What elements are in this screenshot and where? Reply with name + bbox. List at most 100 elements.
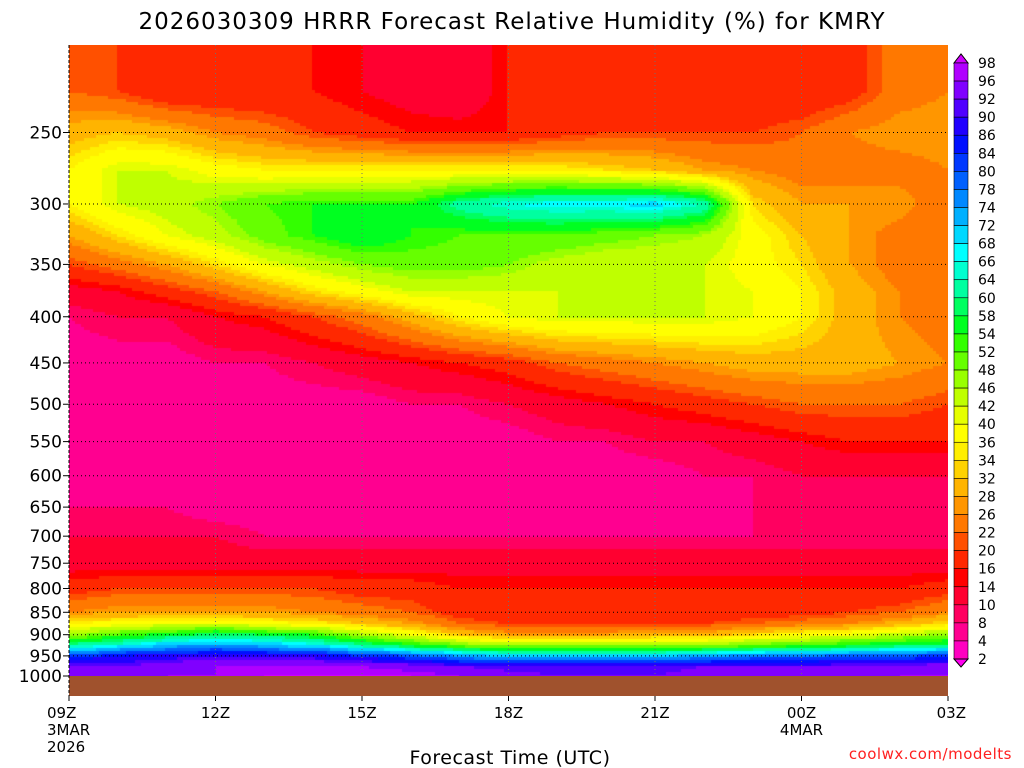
colorbar-swatch xyxy=(953,369,969,389)
colorbar-tick-label: 14 xyxy=(978,580,996,596)
y-tick-label: 500 xyxy=(30,395,62,415)
y-tick-label: 350 xyxy=(30,255,62,275)
colorbar-tick-label: 74 xyxy=(978,200,996,216)
colorbar-swatch xyxy=(953,207,969,226)
colorbar-min-arrow xyxy=(952,658,970,668)
y-tick-label: 400 xyxy=(30,308,62,328)
colorbar-swatch xyxy=(953,423,969,443)
colorbar-tick-label: 28 xyxy=(978,489,996,505)
x-tick-label: 21Z xyxy=(640,704,669,722)
colorbar-tick-label: 72 xyxy=(978,219,996,235)
colorbar-tick-label: 84 xyxy=(978,146,996,162)
y-tick-label: 800 xyxy=(30,580,62,600)
y-tick-label: 750 xyxy=(30,554,62,574)
y-tick-label: 650 xyxy=(30,498,62,518)
colorbar-swatch xyxy=(953,441,969,461)
colorbar-tick-label: 4 xyxy=(978,634,987,650)
colorbar-tick-label: 22 xyxy=(978,526,996,542)
x-tick-label: 03Z xyxy=(937,704,966,722)
colorbar-swatch xyxy=(953,62,969,82)
colorbar-tick-label: 92 xyxy=(978,92,996,108)
y-axis-ticks: 250 300 350 400 450 500 550 600 650 700 750 800 850 9… xyxy=(19,123,69,687)
colorbar-swatch xyxy=(953,261,969,281)
colorbar-tick-label: 58 xyxy=(978,309,996,325)
colorbar-swatch xyxy=(953,279,969,299)
credit-label[interactable]: coolwx.com/modelts xyxy=(849,745,1012,763)
x-tick-label: 09Z xyxy=(47,704,76,722)
colorbar-swatch xyxy=(953,315,969,335)
y-tick-label: 550 xyxy=(30,433,62,453)
colorbar-swatch xyxy=(953,243,969,262)
y-tick-label: 850 xyxy=(30,603,62,623)
ground-surface xyxy=(69,676,948,696)
y-tick-label: 1000 xyxy=(19,667,62,687)
colorbar-tick-label: 60 xyxy=(978,291,996,307)
colorbar-swatch xyxy=(953,568,969,588)
colorbar-tick-label: 34 xyxy=(978,453,996,469)
colorbar-tick-label: 96 xyxy=(978,74,996,90)
colorbar-swatch xyxy=(953,171,969,190)
colorbar-swatch xyxy=(953,586,969,606)
x-tick-label: 2026 xyxy=(47,738,85,756)
x-tick-label: 3MAR xyxy=(47,721,90,739)
y-tick-label: 300 xyxy=(30,195,62,215)
x-tick-label: 00Z xyxy=(787,704,816,722)
chart-title: 2026030309 HRRR Forecast Relative Humidi… xyxy=(138,9,885,35)
x-tick-label: 15Z xyxy=(347,704,376,722)
colorbar-swatch xyxy=(953,189,969,208)
colorbar-tick-label: 20 xyxy=(978,544,996,560)
x-axis-label: Forecast Time (UTC) xyxy=(410,747,611,768)
rh-heatmap xyxy=(69,45,948,676)
y-tick-label: 950 xyxy=(30,647,62,667)
x-tick-label: 12Z xyxy=(201,704,230,722)
colorbar-tick-label: 90 xyxy=(978,110,996,126)
y-tick-label: 600 xyxy=(30,467,62,487)
colorbar-tick-label: 26 xyxy=(978,508,996,524)
colorbar-tick-label: 42 xyxy=(978,399,996,415)
colorbar-swatch xyxy=(953,333,969,353)
colorbar-swatch xyxy=(953,604,969,624)
colorbar-swatch xyxy=(953,116,969,136)
colorbar-tick-label: 46 xyxy=(978,381,996,397)
colorbar-tick-label: 54 xyxy=(978,327,996,343)
colorbar-swatch xyxy=(953,532,969,551)
colorbar-tick-label: 40 xyxy=(978,417,996,433)
colorbar-swatch xyxy=(953,460,969,479)
colorbar-tick-label: 16 xyxy=(978,562,996,578)
colorbar-tick-label: 78 xyxy=(978,182,996,198)
colorbar-swatch xyxy=(953,80,969,100)
colorbar-tick-label: 86 xyxy=(978,128,996,144)
colorbar-swatch xyxy=(953,550,969,569)
colorbar-swatch xyxy=(953,153,969,172)
colorbar-tick-label: 10 xyxy=(978,598,996,614)
colorbar-tick-label: 98 xyxy=(978,56,996,72)
colorbar-swatch xyxy=(953,640,969,660)
colorbar-tick-label: 2 xyxy=(978,652,987,668)
y-tick-label: 250 xyxy=(30,123,62,143)
x-tick-label: 4MAR xyxy=(780,721,823,739)
colorbar-swatch xyxy=(953,297,969,317)
plot-area xyxy=(68,45,948,696)
colorbar-swatch xyxy=(953,225,969,244)
y-tick-label: 700 xyxy=(30,527,62,547)
colorbar-max-arrow xyxy=(952,53,970,64)
colorbar-tick-label: 66 xyxy=(978,255,996,271)
x-tick-label: 18Z xyxy=(494,704,523,722)
colorbar-tick-label: 36 xyxy=(978,435,996,451)
colorbar-swatch xyxy=(953,351,969,371)
colorbar-swatch xyxy=(953,514,969,533)
colorbar-tick-label: 32 xyxy=(978,471,996,487)
colorbar-legend: 2481014162022262832343640424648525458606… xyxy=(952,53,996,668)
colorbar-tick-label: 8 xyxy=(978,616,987,632)
colorbar-swatch xyxy=(953,405,969,425)
colorbar-swatch xyxy=(953,622,969,642)
colorbar-tick-label: 52 xyxy=(978,345,996,361)
colorbar-swatch xyxy=(953,387,969,407)
y-tick-label: 450 xyxy=(30,354,62,374)
colorbar-tick-label: 68 xyxy=(978,237,996,253)
colorbar-swatch xyxy=(953,478,969,497)
colorbar-tick-label: 80 xyxy=(978,164,996,180)
colorbar-swatch xyxy=(953,98,969,118)
